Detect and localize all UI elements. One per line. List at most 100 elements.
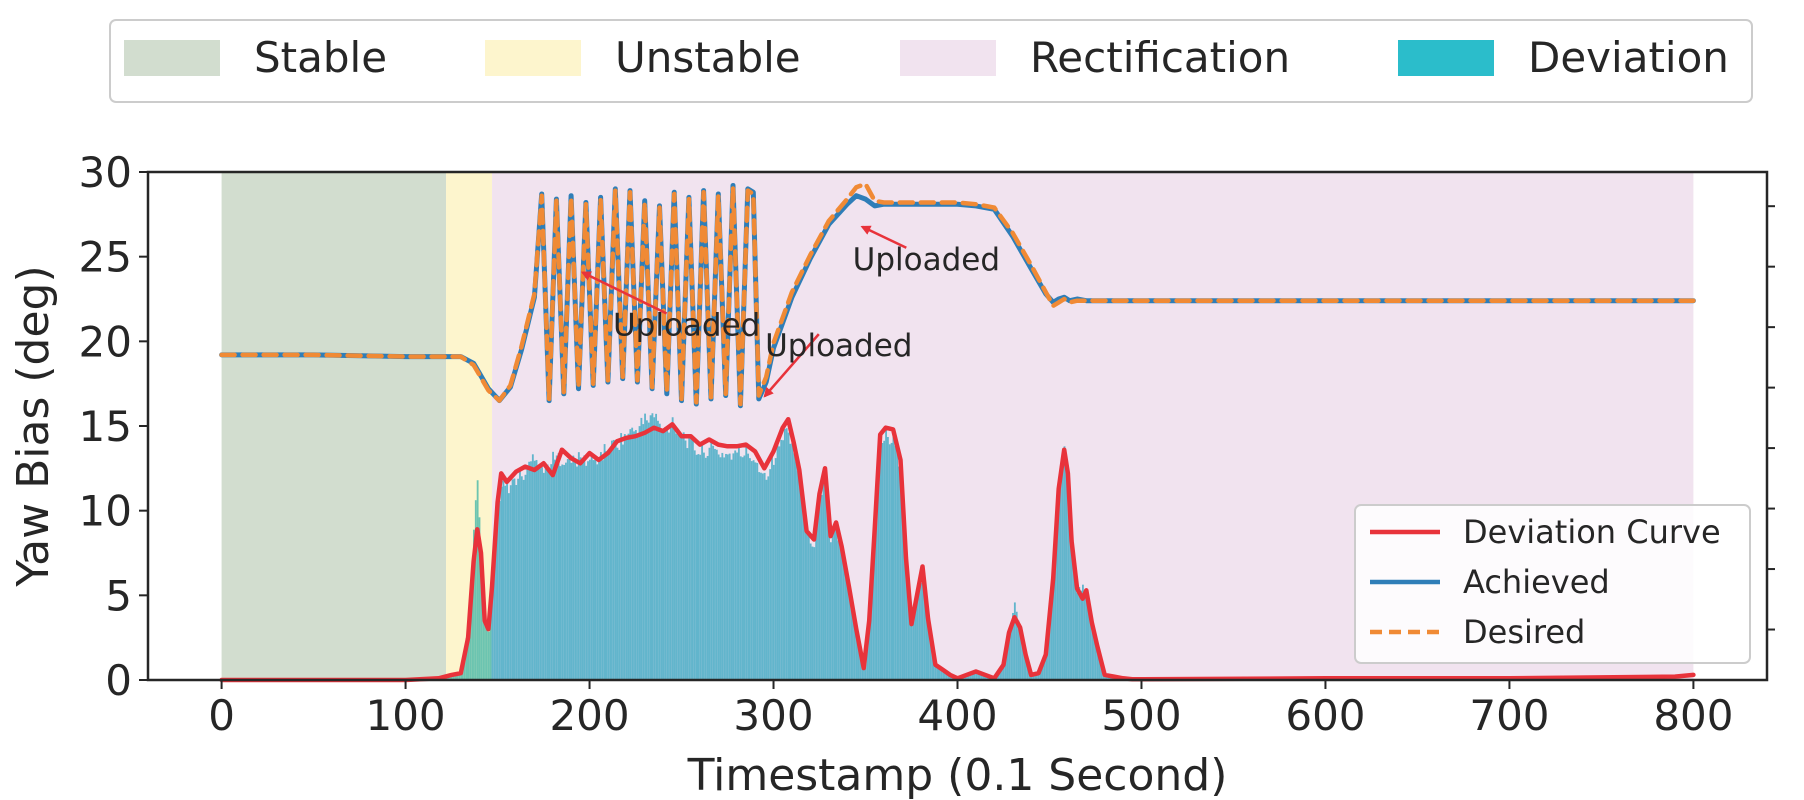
deviation-bar xyxy=(566,459,569,680)
deviation-bar xyxy=(570,462,573,680)
deviation-bar xyxy=(822,480,825,680)
deviation-bar xyxy=(460,673,463,680)
deviation-bar xyxy=(931,643,933,680)
deviation-bar xyxy=(966,675,968,680)
deviation-bar xyxy=(809,543,812,680)
x-tick-label: 100 xyxy=(365,691,445,740)
deviation-bar xyxy=(1096,647,1099,680)
legend-label-rectification: Rectification xyxy=(1030,33,1290,82)
deviation-bar xyxy=(1036,674,1038,680)
phase-stable xyxy=(221,172,447,680)
deviation-bar xyxy=(745,446,748,680)
deviation-bar xyxy=(629,429,632,680)
deviation-bar xyxy=(892,431,895,680)
deviation-bar xyxy=(837,540,840,680)
deviation-bar xyxy=(761,473,764,680)
deviation-bar xyxy=(920,582,922,680)
deviation-bar xyxy=(664,426,667,680)
deviation-bar xyxy=(520,476,523,680)
deviation-bar xyxy=(767,476,770,680)
deviation-bar xyxy=(515,484,518,680)
y-tick-label: 30 xyxy=(79,148,132,197)
y-axis-label: Yaw Bias (deg) xyxy=(8,265,59,587)
series-legend: Deviation Curve Achieved Desired xyxy=(1354,504,1751,664)
deviation-bar xyxy=(491,592,494,680)
deviation-bar xyxy=(1024,655,1027,680)
deviation-bar xyxy=(785,428,788,680)
deviation-bar xyxy=(850,601,853,680)
deviation-bar xyxy=(599,452,602,680)
annotation-label: Uploaded xyxy=(613,308,760,344)
deviation-bar xyxy=(754,462,757,680)
deviation-bar xyxy=(565,462,567,680)
deviation-bar xyxy=(449,675,451,680)
deviation-bar xyxy=(463,651,466,680)
deviation-bar xyxy=(1015,611,1018,680)
deviation-bar xyxy=(798,475,801,680)
x-tick-label: 500 xyxy=(1101,691,1181,740)
deviation-bar xyxy=(467,627,470,680)
deviation-bar xyxy=(936,666,939,680)
deviation-bar xyxy=(730,459,733,680)
deviation-bar xyxy=(1105,675,1108,680)
deviation-bar xyxy=(592,460,595,680)
deviation-bar xyxy=(1061,464,1064,680)
deviation-bar xyxy=(1026,662,1029,680)
deviation-bar xyxy=(1056,526,1059,680)
deviation-bar xyxy=(1017,620,1020,680)
deviation-bar xyxy=(877,469,880,680)
deviation-bar xyxy=(818,497,821,680)
deviation-bar xyxy=(1076,592,1079,680)
deviation-bar xyxy=(802,511,805,680)
deviation-bar xyxy=(531,454,534,680)
deviation-bar xyxy=(454,674,457,680)
deviation-bar xyxy=(666,428,669,680)
deviation-bar xyxy=(1067,477,1070,680)
deviation-bar xyxy=(537,465,540,680)
deviation-bar xyxy=(1010,624,1013,680)
deviation-bar xyxy=(588,459,591,680)
deviation-bar xyxy=(601,460,604,680)
deviation-bar xyxy=(732,453,735,680)
deviation-bar xyxy=(831,533,834,680)
deviation-bar xyxy=(495,535,497,680)
deviation-bar xyxy=(804,525,807,680)
deviation-bar xyxy=(539,468,542,680)
deviation-bar xyxy=(868,623,871,680)
x-tick-label: 800 xyxy=(1653,691,1733,740)
deviation-bar xyxy=(844,573,847,680)
deviation-bar xyxy=(489,612,492,680)
deviation-bar xyxy=(778,446,781,680)
deviation-bar xyxy=(579,457,582,680)
deviation-bar xyxy=(616,447,619,680)
deviation-bar xyxy=(585,465,588,680)
deviation-bar xyxy=(872,562,875,680)
deviation-bar xyxy=(789,443,792,680)
deviation-bar xyxy=(688,434,691,680)
deviation-bar xyxy=(800,485,803,680)
deviation-bar xyxy=(583,455,586,680)
deviation-bar xyxy=(971,672,974,680)
deviation-bar xyxy=(559,466,562,680)
deviation-bars xyxy=(438,413,1132,680)
deviation-bar xyxy=(450,675,453,680)
deviation-bar xyxy=(942,670,945,680)
deviation-bar xyxy=(1085,594,1088,680)
series-legend-box xyxy=(1354,504,1751,664)
deviation-bar xyxy=(975,671,978,680)
deviation-bar xyxy=(1094,638,1097,680)
deviation-bar xyxy=(708,447,711,680)
legend-label-deviation: Deviation xyxy=(1528,33,1729,82)
axis-ticks: 0 100 200 300 400 500 600 700 800 0 5 10 15 20 25 30 xyxy=(79,148,1775,740)
deviation-bar xyxy=(888,444,891,680)
deviation-bar xyxy=(677,428,680,680)
deviation-bar xyxy=(576,466,578,680)
deviation-bar xyxy=(620,433,623,680)
deviation-bar xyxy=(774,458,777,680)
deviation-bar xyxy=(607,451,610,680)
deviation-bar xyxy=(618,449,621,680)
deviation-bar xyxy=(669,425,672,680)
deviation-bar xyxy=(647,422,650,680)
x-axis-label: Timestamp (0.1 Second) xyxy=(687,750,1228,800)
deviation-bar xyxy=(944,671,946,680)
